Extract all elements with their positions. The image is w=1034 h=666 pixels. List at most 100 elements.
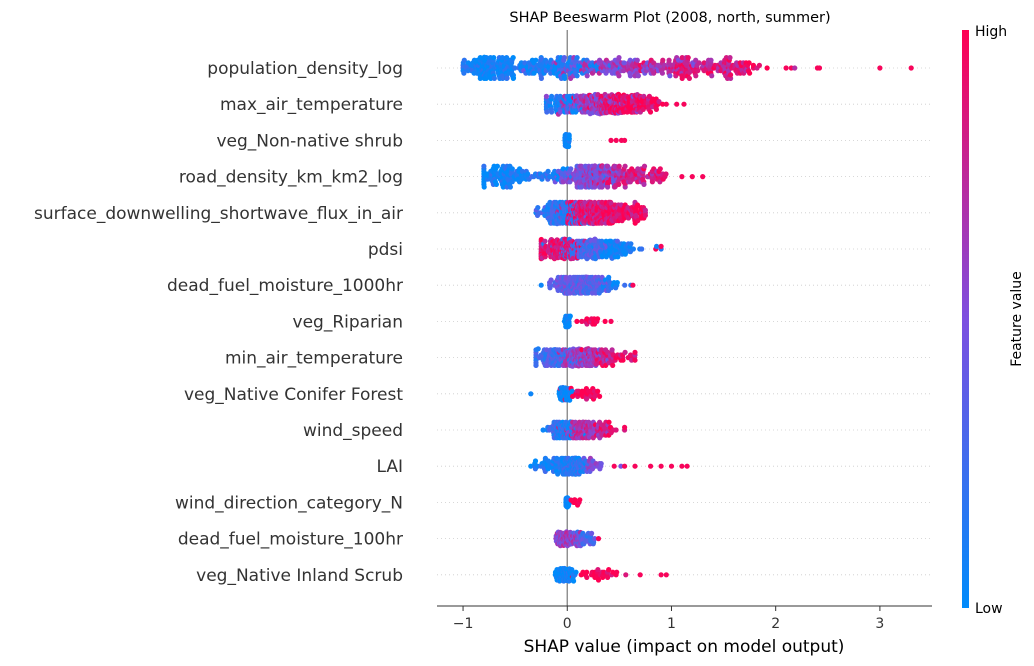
row-pdsi-points xyxy=(538,236,664,262)
shap-point xyxy=(499,55,505,61)
shap-point xyxy=(622,163,628,169)
row-wind-speed-points xyxy=(540,419,628,441)
shap-point xyxy=(579,347,585,353)
shap-point xyxy=(628,352,634,358)
shap-point xyxy=(560,166,566,172)
shap-point xyxy=(695,68,701,74)
shap-point xyxy=(616,163,622,169)
shap-point xyxy=(567,397,573,403)
row-population-density-log-points xyxy=(460,54,914,81)
shap-point xyxy=(614,280,620,286)
shap-point xyxy=(908,65,914,71)
shap-point xyxy=(642,212,649,218)
shap-point xyxy=(571,578,577,584)
feature-label: pdsi xyxy=(368,240,403,260)
shap-point xyxy=(627,57,633,63)
shap-point xyxy=(728,72,734,78)
shap-point xyxy=(696,60,702,66)
row-veg-non-native-shrub-points xyxy=(562,131,628,150)
shap-point xyxy=(567,313,573,319)
shap-point xyxy=(533,362,539,368)
shap-point xyxy=(549,93,555,99)
row-dead-fuel-moisture-1000hr-points xyxy=(538,274,636,296)
shap-point xyxy=(679,463,685,469)
shap-point xyxy=(701,60,707,66)
shap-point xyxy=(584,73,590,79)
shap-point xyxy=(709,73,715,79)
x-axis: −1 0 1 2 3 xyxy=(437,605,932,632)
shap-point xyxy=(747,70,753,76)
shap-point xyxy=(685,55,691,61)
shap-point xyxy=(574,318,580,324)
shap-point xyxy=(572,497,578,503)
shap-point xyxy=(491,55,497,61)
shap-point xyxy=(557,93,563,99)
colorbar-gradient xyxy=(962,30,969,608)
shap-point xyxy=(674,101,680,107)
shap-point xyxy=(570,255,576,261)
x-tick-label: 0 xyxy=(563,616,572,632)
shap-point xyxy=(584,569,590,575)
beeswarm-points xyxy=(460,54,914,584)
shap-point xyxy=(509,179,515,185)
shap-point xyxy=(544,347,550,353)
shap-point xyxy=(500,184,506,190)
shap-point xyxy=(611,463,617,469)
shap-point xyxy=(746,60,752,66)
shap-point xyxy=(750,62,757,68)
shap-point xyxy=(658,463,664,469)
shap-point xyxy=(618,463,624,469)
shap-point xyxy=(622,137,628,143)
row-veg-native-conifer-forest-points xyxy=(528,384,603,403)
shap-point xyxy=(639,246,645,252)
shap-point xyxy=(627,73,634,79)
shap-point xyxy=(574,73,580,79)
shap-point xyxy=(666,57,672,63)
shap-point xyxy=(792,65,798,71)
shap-point xyxy=(616,55,622,61)
shap-point xyxy=(538,75,545,81)
shap-point xyxy=(635,73,642,79)
shap-point xyxy=(566,143,572,149)
shap-point xyxy=(663,101,669,107)
shap-point xyxy=(623,572,629,578)
shap-point xyxy=(535,346,541,352)
shap-point xyxy=(632,463,638,469)
shap-point xyxy=(634,202,641,208)
shap-point xyxy=(816,65,823,71)
feature-rows: population_density_log max_air_temperatur… xyxy=(34,59,932,586)
shap-point xyxy=(540,427,546,433)
shap-point xyxy=(616,181,622,187)
shap-point xyxy=(566,136,572,142)
shap-point xyxy=(533,57,539,63)
shap-point xyxy=(561,55,567,61)
shap-point xyxy=(494,163,500,169)
shap-point xyxy=(461,57,467,63)
shap-point xyxy=(535,205,541,211)
feature-label: veg_Riparian xyxy=(293,312,403,332)
shap-point xyxy=(615,254,621,260)
feature-label: surface_downwelling_shortwave_flux_in_ai… xyxy=(34,204,403,224)
shap-point xyxy=(461,70,467,76)
shap-point xyxy=(574,55,580,61)
shap-point xyxy=(525,171,531,177)
shap-point xyxy=(610,362,616,368)
row-max-air-temperature-points xyxy=(543,91,687,117)
shap-point xyxy=(493,181,499,187)
shap-point xyxy=(549,109,555,115)
shap-point xyxy=(637,572,643,578)
row-road-density-km-km2-log-points xyxy=(481,163,706,190)
colorbar-high-label: High xyxy=(975,24,1007,40)
colorbar-low-label: Low xyxy=(975,601,1003,617)
shap-point xyxy=(668,463,675,469)
shap-point xyxy=(602,318,608,324)
shap-point xyxy=(656,99,662,105)
shap-point xyxy=(632,357,638,363)
shap-point xyxy=(554,455,560,461)
shap-point xyxy=(528,391,534,397)
shap-point xyxy=(555,471,561,477)
shap-point xyxy=(566,322,572,329)
shap-point xyxy=(693,73,699,79)
shap-point xyxy=(608,318,614,324)
shap-point xyxy=(653,106,660,112)
